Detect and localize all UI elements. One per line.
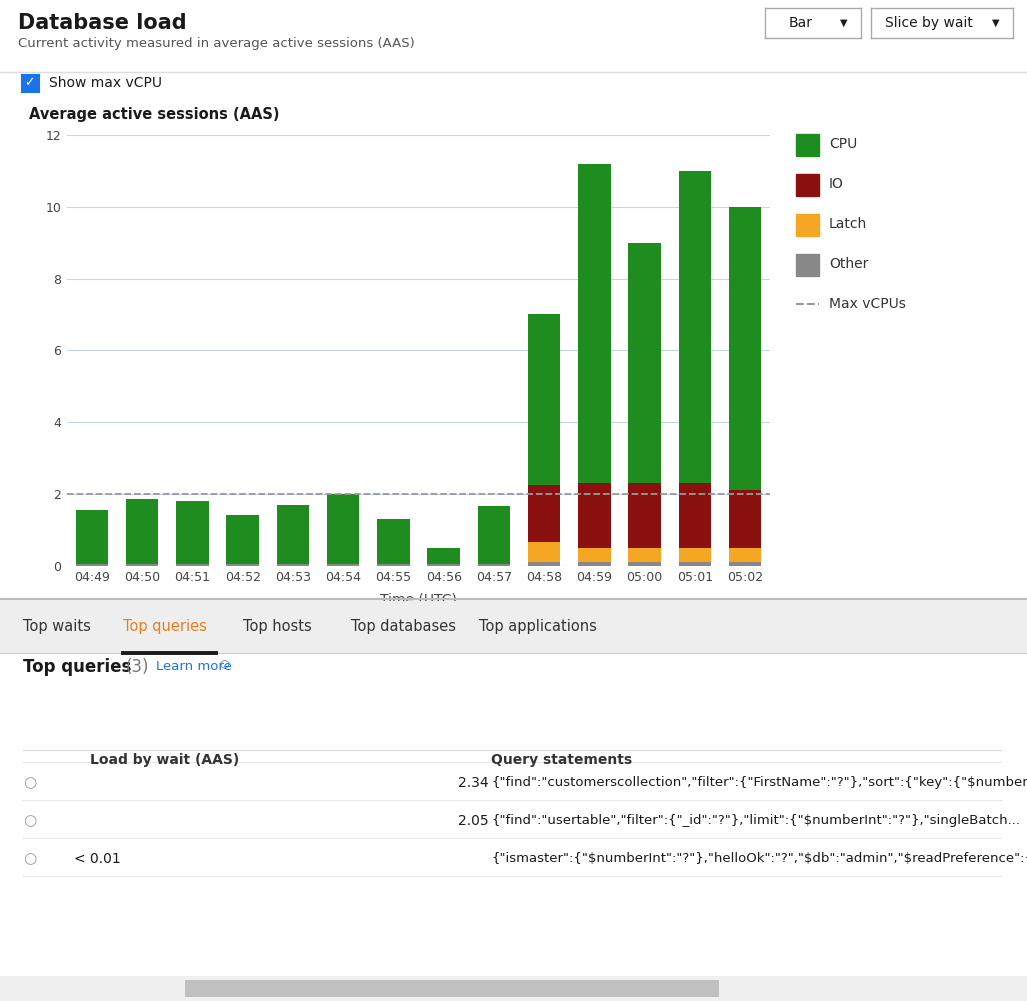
- Bar: [679, 548, 712, 562]
- Bar: [377, 519, 410, 564]
- Bar: [729, 562, 761, 566]
- Text: ▼: ▼: [840, 18, 847, 28]
- Bar: [478, 564, 510, 566]
- Text: Show max vCPU: Show max vCPU: [49, 76, 162, 90]
- Bar: [377, 564, 410, 566]
- Bar: [273, 810, 347, 832]
- Text: ⬡: ⬡: [219, 660, 228, 670]
- Text: Slice by wait: Slice by wait: [885, 16, 973, 30]
- Bar: [276, 505, 309, 564]
- Text: {"ismaster":{"$numberInt":"?"},"helloOk":"?","$db":"admin","$readPreference":{"m: {"ismaster":{"$numberInt":"?"},"helloOk"…: [491, 853, 1027, 865]
- Text: ○: ○: [24, 814, 37, 828]
- Bar: [629, 548, 661, 562]
- Bar: [276, 564, 309, 566]
- Bar: [629, 483, 661, 548]
- Bar: [176, 564, 208, 566]
- Bar: [679, 562, 712, 566]
- Bar: [185, 980, 719, 997]
- Text: ✓: ✓: [25, 77, 35, 89]
- Text: {"find":"usertable","filter":{"_id":"?"},"limit":{"$numberInt":"?"},"singleBatch: {"find":"usertable","filter":{"_id":"?"}…: [491, 815, 1020, 827]
- Bar: [679, 483, 712, 548]
- Text: Top databases: Top databases: [351, 620, 456, 634]
- Bar: [528, 543, 561, 562]
- Bar: [337, 772, 389, 794]
- Text: Query statements: Query statements: [491, 753, 632, 767]
- Text: ○: ○: [24, 852, 37, 866]
- Text: IO: IO: [829, 177, 843, 191]
- Bar: [729, 207, 761, 490]
- Text: 2.34: 2.34: [458, 776, 489, 790]
- Bar: [76, 564, 108, 566]
- Bar: [74, 810, 273, 832]
- Text: +: +: [53, 853, 64, 865]
- Text: ▼: ▼: [992, 18, 999, 28]
- Text: CPU: CPU: [829, 137, 858, 151]
- Bar: [427, 564, 460, 566]
- Text: Latch: Latch: [829, 217, 867, 231]
- Bar: [226, 516, 259, 564]
- Text: Current activity measured in average active sessions (AAS): Current activity measured in average act…: [18, 37, 415, 50]
- Text: 2.05: 2.05: [458, 814, 489, 828]
- Text: < 0.01: < 0.01: [74, 852, 121, 866]
- Text: Average active sessions (AAS): Average active sessions (AAS): [29, 107, 279, 122]
- Bar: [528, 562, 561, 566]
- Bar: [327, 564, 359, 566]
- Bar: [427, 548, 460, 564]
- Text: Top applications: Top applications: [479, 620, 597, 634]
- Text: Learn more: Learn more: [156, 660, 232, 673]
- Bar: [578, 164, 611, 483]
- Bar: [125, 564, 158, 566]
- Text: Top queries: Top queries: [123, 620, 207, 634]
- Bar: [478, 507, 510, 564]
- Text: Load by wait (AAS): Load by wait (AAS): [90, 753, 239, 767]
- Bar: [578, 548, 611, 562]
- Bar: [389, 772, 420, 794]
- Bar: [76, 510, 108, 564]
- Bar: [347, 810, 355, 832]
- Bar: [679, 171, 712, 483]
- Bar: [629, 562, 661, 566]
- Bar: [729, 490, 761, 548]
- Text: +: +: [53, 815, 64, 827]
- Text: Bar: Bar: [789, 16, 813, 30]
- Text: {"find":"customerscollection","filter":{"FirstName":"?"},"sort":{"key":{"$number: {"find":"customerscollection","filter":{…: [491, 777, 1027, 789]
- Bar: [629, 243, 661, 483]
- Text: Top hosts: Top hosts: [243, 620, 312, 634]
- Text: +: +: [53, 777, 64, 789]
- Text: Other: Other: [829, 257, 868, 271]
- Bar: [74, 772, 337, 794]
- Bar: [578, 562, 611, 566]
- Bar: [729, 548, 761, 562]
- Text: Top queries: Top queries: [23, 658, 131, 676]
- Bar: [528, 484, 561, 543]
- Bar: [327, 493, 359, 564]
- Text: Find query statements: Find query statements: [49, 690, 206, 703]
- Text: Top waits: Top waits: [23, 620, 90, 634]
- Text: ○: ○: [24, 776, 37, 790]
- Text: Database load: Database load: [18, 13, 187, 33]
- Text: 🔍: 🔍: [31, 690, 38, 703]
- Bar: [578, 483, 611, 548]
- Bar: [125, 499, 158, 564]
- Bar: [528, 314, 561, 484]
- Bar: [176, 500, 208, 564]
- Bar: [226, 564, 259, 566]
- X-axis label: Time (UTC): Time (UTC): [380, 593, 457, 607]
- Text: (3): (3): [125, 658, 149, 676]
- Text: Max vCPUs: Max vCPUs: [829, 297, 906, 311]
